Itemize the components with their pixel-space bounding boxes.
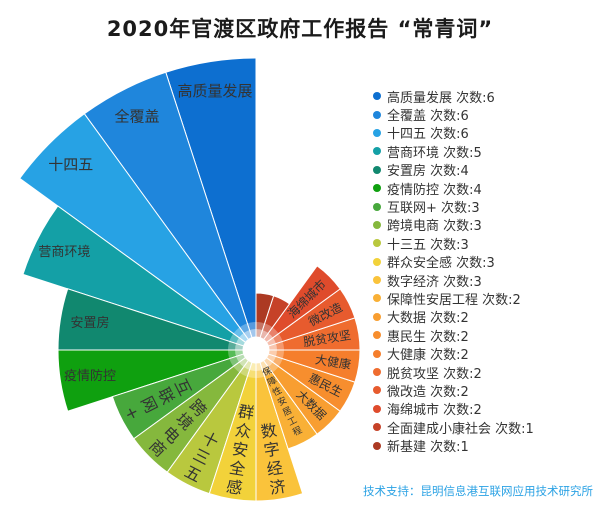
wedge-label: 大健康: [314, 351, 352, 371]
wedge-label: 脱贫攻坚: [302, 327, 352, 349]
legend-item-label: 营商环境 次数:5: [387, 145, 482, 161]
legend-marker-dot: [373, 312, 381, 321]
wedge-label: 十四五: [48, 156, 93, 174]
tech-support-credit: 技术支持：昆明信息港互联网应用技术研究所: [363, 484, 593, 498]
legend-item[interactable]: 互联网+ 次数:3: [373, 197, 534, 217]
legend-item-label: 保障性安居工程 次数:2: [387, 293, 521, 308]
legend-item-label: 高质量发展 次数:6: [387, 90, 495, 106]
legend-item[interactable]: 大健康 次数:2: [373, 344, 534, 364]
legend-item[interactable]: 保障性安居工程 次数:2: [373, 289, 534, 308]
wedge-label: 感: [225, 477, 244, 498]
legend-marker-dot: [373, 165, 381, 174]
legend-marker-dot: [373, 257, 381, 266]
legend-item[interactable]: 惠民生 次数:2: [373, 326, 534, 345]
legend-item[interactable]: 数字经济 次数:3: [373, 271, 534, 290]
wedge-label: 全: [228, 458, 247, 479]
wedge-label: 安置房: [71, 315, 110, 331]
wedge-label: 经: [265, 458, 284, 479]
legend-item-label: 海绵城市 次数:2: [387, 403, 482, 419]
legend-marker-dot: [373, 184, 381, 193]
legend-marker-dot: [373, 239, 381, 248]
wedge-label: 安: [231, 439, 250, 460]
legend-item-label: 群众安全感 次数:3: [387, 256, 495, 272]
legend-item[interactable]: 新基建 次数:1: [373, 436, 534, 456]
wedge-label: 数: [259, 420, 278, 441]
legend-item[interactable]: 全面建成小康社会 次数:1: [373, 418, 534, 437]
legend-item-label: 互联网+ 次数:3: [387, 201, 480, 217]
legend-item[interactable]: 高质量发展 次数:6: [373, 87, 534, 106]
legend-item-label: 脱贫攻坚 次数:2: [387, 366, 482, 382]
chart-title: 2020年官渡区政府工作报告 “常青词”: [106, 17, 494, 41]
wedge-label: 居: [281, 405, 294, 419]
legend-item-label: 大健康 次数:2: [387, 348, 469, 364]
legend-item[interactable]: 群众安全感 次数:3: [373, 253, 534, 271]
legend-marker-dot: [373, 147, 381, 156]
legend-marker-dot: [373, 441, 381, 450]
legend-item[interactable]: 营商环境 次数:5: [373, 142, 534, 161]
legend-marker-dot: [373, 110, 381, 119]
legend-item[interactable]: 脱贫攻坚 次数:2: [373, 363, 534, 382]
wedge-label: 疫情防控: [64, 368, 116, 384]
legend-item-label: 疫情防控 次数:4: [387, 182, 482, 198]
legend-marker-dot: [373, 404, 381, 413]
legend-item-label: 新基建 次数:1: [387, 440, 469, 456]
legend-item-label: 全覆盖 次数:6: [387, 109, 469, 125]
legend-item[interactable]: 跨境电商 次数:3: [373, 216, 534, 234]
legend-item[interactable]: 十三五 次数:3: [373, 234, 534, 253]
legend-item-label: 安置房 次数:4: [387, 164, 469, 180]
wedge-label: 高质量发展: [178, 82, 253, 100]
legend-marker-dot: [373, 349, 381, 358]
legend-item[interactable]: 大数据 次数:2: [373, 308, 534, 326]
legend-marker-dot: [373, 202, 381, 211]
legend-item-label: 十四五 次数:6: [387, 127, 469, 143]
legend-item-label: 微改造 次数:2: [387, 384, 469, 400]
wedge-label: 营商环境: [38, 245, 90, 260]
legend-item-label: 跨境电商 次数:3: [387, 219, 482, 235]
wedge-label: 众: [234, 420, 253, 441]
legend-item-label: 全面建成小康社会 次数:1: [387, 421, 534, 437]
wedge-label: 五: [181, 462, 204, 486]
wedge-label: 三: [190, 445, 213, 469]
wedge-label: 程: [291, 425, 304, 439]
center-hole: [242, 336, 270, 364]
wedge-label: 网: [137, 393, 161, 416]
legend-marker-dot: [373, 368, 381, 377]
legend-item-label: 惠民生 次数:2: [387, 329, 469, 345]
legend-marker-dot: [373, 276, 381, 285]
legend-marker-dot: [373, 294, 381, 303]
wedge-label: 工: [286, 416, 299, 429]
wedge-label: 十: [199, 428, 222, 452]
wedge-label: 字: [262, 439, 281, 460]
wedge-label: 全覆盖: [115, 108, 160, 126]
wedge-label: 联: [154, 384, 178, 407]
wedge-label: 济: [268, 477, 287, 498]
wedge-label: 互: [171, 376, 195, 399]
legend-marker-dot: [373, 128, 381, 137]
legend-item-label: 大数据 次数:2: [387, 311, 469, 327]
legend-item[interactable]: 十四五 次数:6: [373, 124, 534, 142]
legend-marker-dot: [373, 423, 381, 432]
legend-marker-dot: [373, 92, 381, 101]
legend-item[interactable]: 疫情防控 次数:4: [373, 179, 534, 198]
legend-marker-dot: [373, 331, 381, 340]
legend-item[interactable]: 微改造 次数:2: [373, 381, 534, 400]
legend-item-label: 十三五 次数:3: [387, 237, 469, 253]
wedge-label: 群: [237, 402, 256, 423]
legend-marker-dot: [373, 220, 381, 229]
legend-item-label: 数字经济 次数:3: [387, 274, 482, 290]
legend-item[interactable]: 全覆盖 次数:6: [373, 105, 534, 125]
legend-item[interactable]: 安置房 次数:4: [373, 161, 534, 179]
legend: 高质量发展 次数:6 全覆盖 次数:6 十四五 次数:6 营商环境 次数:5 安置房 次…: [373, 87, 534, 455]
legend-marker-dot: [373, 386, 381, 395]
legend-item[interactable]: 海绵城市 次数:2: [373, 400, 534, 418]
